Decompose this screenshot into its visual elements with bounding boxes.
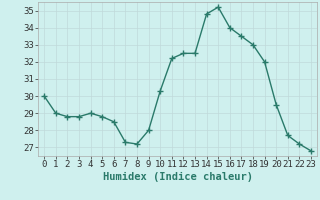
X-axis label: Humidex (Indice chaleur): Humidex (Indice chaleur) xyxy=(103,172,252,182)
